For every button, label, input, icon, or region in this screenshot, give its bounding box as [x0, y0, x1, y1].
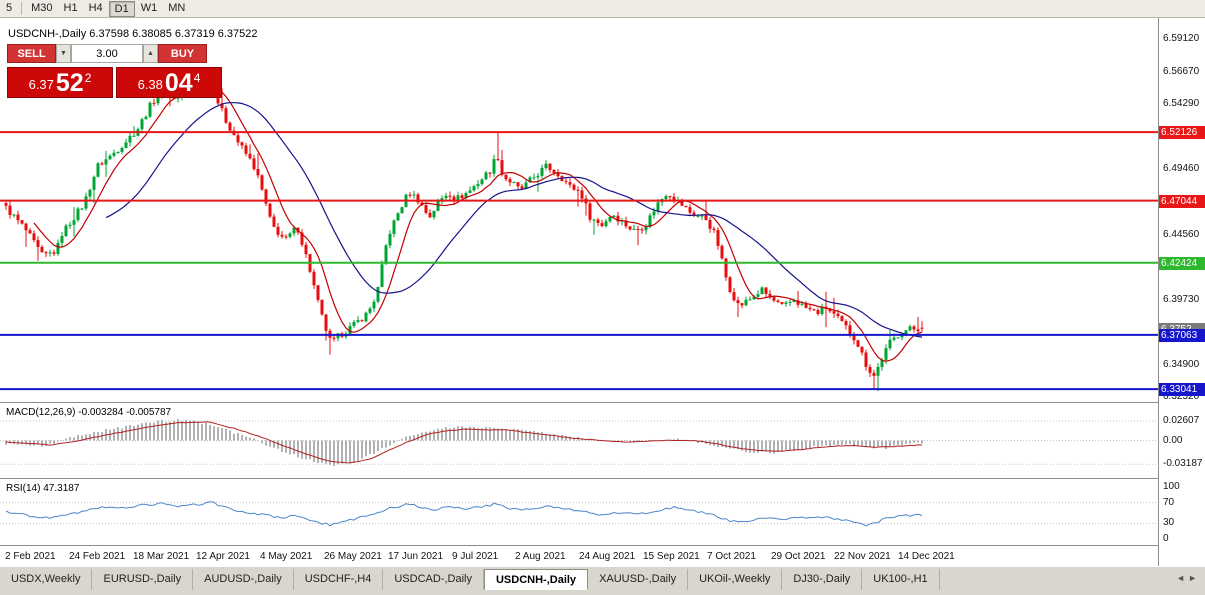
buy-button[interactable]: BUY: [158, 44, 207, 63]
tab-uk100-h1[interactable]: UK100-,H1: [862, 569, 940, 590]
sell-button[interactable]: SELL: [7, 44, 56, 63]
rsi-axis-tick: 0: [1163, 533, 1169, 544]
sell-price-big: 52: [55, 69, 84, 97]
chart-symbol-label: USDCNH-,Daily 6.37598 6.38085 6.37319 6.…: [8, 28, 258, 40]
macd-signal-line: [5, 421, 923, 464]
date-label: 7 Oct 2021: [707, 551, 756, 562]
price-axis-tick: 6.59120: [1163, 33, 1200, 44]
tab-usdcad-daily[interactable]: USDCAD-,Daily: [383, 569, 484, 590]
date-label: 26 May 2021: [324, 551, 382, 562]
buy-price-sup: 4: [193, 71, 201, 85]
sell-price-prefix: 6.37: [28, 77, 54, 92]
price-axis-tick: 6.49460: [1163, 163, 1200, 174]
ohlc-values: 6.37598 6.38085 6.37319 6.37522: [89, 28, 258, 40]
price-axis-tick: 6.54290: [1163, 98, 1200, 109]
timeframe-w1[interactable]: W1: [140, 1, 158, 14]
candles-series: [4, 69, 924, 392]
tab-scroll-controls: ◄ ►: [1168, 569, 1205, 587]
tab-usdcnh-daily[interactable]: USDCNH-,Daily: [483, 569, 589, 590]
price-axis-tick: 6.32520: [1163, 391, 1200, 403]
rsi-axis-tick: 30: [1163, 517, 1175, 529]
volume-input[interactable]: [71, 44, 143, 63]
price-level-badge: 6.37063: [1159, 328, 1205, 342]
one-click-trading-panel: SELL ▼ ▲ BUY 6.37 52 2 6.38 04 4: [7, 44, 222, 98]
date-label: 24 Feb 2021: [69, 551, 126, 562]
tab-scroll-left-icon[interactable]: ◄: [1176, 573, 1186, 583]
chart-tabs-bar: USDX,Weekly EURUSD-,Daily AUDUSD-,Daily USD…: [0, 566, 1205, 595]
price-axis-tick: 6.34900: [1163, 359, 1200, 371]
date-label: 2 Aug 2021: [515, 551, 566, 562]
timeframe-toolbar: 5 M30 H1 H4 D1 W1 MN: [0, 0, 1205, 18]
volume-up-icon[interactable]: ▲: [143, 44, 158, 63]
date-label: 24 Aug 2021: [579, 551, 636, 562]
ma-slow-line: [105, 102, 923, 338]
date-label: 2 Feb 2021: [5, 551, 56, 562]
date-label: 17 Jun 2021: [388, 551, 444, 562]
tab-eurusd-daily[interactable]: EURUSD-,Daily: [92, 569, 194, 590]
toolbar-separator: [21, 2, 23, 15]
timeframe-5[interactable]: 5: [6, 1, 13, 14]
sell-price-sup: 2: [84, 71, 92, 85]
timeframe-mn[interactable]: MN: [168, 1, 186, 14]
buy-price-prefix: 6.38: [137, 77, 163, 92]
price-level-badge: 6.33041: [1159, 383, 1205, 397]
date-label: 9 Jul 2021: [452, 551, 499, 562]
price-axis: 6.59120 6.56670 6.54290 6.49460 6.44560 6.397…: [1158, 18, 1205, 566]
sell-quote[interactable]: 6.37 52 2: [7, 67, 113, 98]
price-axis-tick: 6.56670: [1163, 66, 1200, 77]
rsi-axis-tick: 70: [1163, 496, 1175, 508]
macd-label: MACD(12,26,9) -0.003284 -0.005787: [6, 407, 172, 418]
timeframe-h4[interactable]: H4: [88, 1, 103, 14]
tab-dj30-daily[interactable]: DJ30-,Daily: [782, 569, 863, 590]
rsi-indicator-pane[interactable]: [0, 478, 1158, 546]
macd-histogram: [5, 419, 923, 466]
buy-price-big: 04: [164, 69, 193, 97]
volume-down-icon[interactable]: ▼: [56, 44, 71, 63]
macd-indicator-pane[interactable]: [0, 402, 1158, 478]
ma-fast-line: [33, 86, 923, 362]
date-label: 22 Nov 2021: [834, 551, 891, 562]
price-level-badge: 6.47044: [1159, 194, 1205, 208]
date-label: 12 Apr 2021: [196, 551, 250, 562]
timeframe-m30[interactable]: M30: [31, 1, 53, 14]
chart-window: USDCNH-,Daily 6.37598 6.38085 6.37319 6.…: [0, 18, 1205, 566]
rsi-axis-tick: 100: [1163, 481, 1180, 492]
tab-xauusd-daily[interactable]: XAUUSD-,Daily: [588, 569, 689, 590]
timeframe-h1[interactable]: H1: [63, 1, 78, 14]
macd-axis-tick: -0.03187: [1163, 458, 1203, 470]
price-level-badge: 6.52126: [1159, 126, 1205, 140]
date-axis: 2 Feb 2021 24 Feb 2021 18 Mar 2021 12 Apr 2…: [0, 546, 1158, 566]
tab-scroll-right-icon[interactable]: ►: [1188, 573, 1197, 583]
quote-row: 6.37 52 2 6.38 04 4: [7, 67, 222, 98]
price-axis-tick: 6.39730: [1163, 294, 1200, 305]
tab-usdx-weekly[interactable]: USDX,Weekly: [0, 569, 93, 590]
tab-ukoil-weekly[interactable]: UKOil-,Weekly: [688, 569, 783, 590]
macd-axis-tick: 0.02607: [1163, 415, 1200, 426]
tab-audusd-daily[interactable]: AUDUSD-,Daily: [193, 569, 294, 590]
trade-controls-row: SELL ▼ ▲ BUY: [7, 44, 222, 63]
buy-quote[interactable]: 6.38 04 4: [116, 67, 222, 98]
rsi-label: RSI(14) 47.3187: [6, 483, 80, 494]
symbol-name: USDCNH-,Daily: [8, 28, 87, 40]
tab-usdchf-h4[interactable]: USDCHF-,H4: [293, 569, 384, 590]
date-label: 18 Mar 2021: [133, 551, 190, 562]
price-axis-tick: 6.44560: [1163, 229, 1200, 240]
date-label: 15 Sep 2021: [643, 551, 700, 562]
timeframe-d1[interactable]: D1: [108, 0, 135, 17]
date-label: 4 May 2021: [260, 551, 313, 562]
rsi-line: [5, 501, 923, 527]
date-label: 29 Oct 2021: [771, 551, 826, 562]
date-label: 14 Dec 2021: [898, 551, 955, 562]
price-level-badge: 6.42424: [1159, 256, 1205, 270]
macd-axis-tick: 0.00: [1163, 434, 1183, 446]
